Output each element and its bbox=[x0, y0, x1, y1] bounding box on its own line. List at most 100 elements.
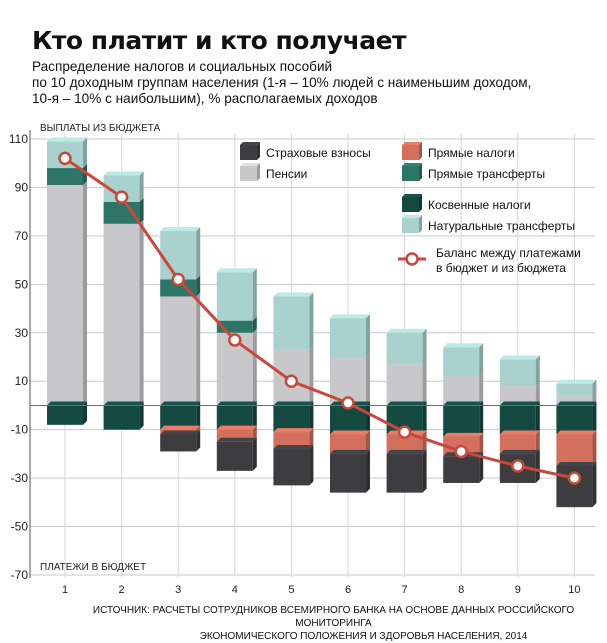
bar-segment-top bbox=[273, 292, 314, 297]
balance-point bbox=[171, 272, 185, 287]
bar-segment-face bbox=[443, 456, 480, 483]
bar-segment-face bbox=[47, 185, 83, 406]
bar-segment-side bbox=[139, 401, 144, 430]
bar-segment bbox=[443, 343, 484, 377]
legend-label: Прямые трансферты bbox=[428, 167, 545, 181]
bar-segment bbox=[273, 428, 314, 450]
legend-swatch-side bbox=[419, 163, 422, 181]
subtitle-line-2: по 10 доходным группам населения (1-я – … bbox=[32, 75, 532, 90]
bar-segment-side bbox=[479, 432, 484, 457]
bar-segment-top bbox=[499, 355, 540, 360]
bar-segment bbox=[160, 401, 201, 430]
bar-segment-face bbox=[47, 405, 83, 425]
legend-swatch bbox=[240, 166, 257, 181]
y-tick-label: -10 bbox=[11, 423, 29, 437]
bar-segment-face bbox=[273, 296, 310, 350]
legend-swatch-top bbox=[402, 194, 422, 197]
bar-segment-side bbox=[592, 430, 597, 466]
bar-segment-top bbox=[216, 268, 257, 273]
bar-segment bbox=[160, 227, 201, 280]
balance-point bbox=[567, 471, 582, 485]
bar-segment bbox=[386, 430, 427, 454]
y-tick-label: -70 bbox=[11, 568, 29, 582]
legend-swatch-top bbox=[402, 215, 422, 218]
bar-segment-side bbox=[366, 449, 370, 493]
y-tick-label: 50 bbox=[15, 277, 29, 291]
bar-segment bbox=[499, 401, 540, 435]
bar-segment bbox=[273, 445, 314, 486]
bar-segment-face bbox=[386, 453, 423, 493]
legend-item: Пенсии bbox=[240, 163, 307, 181]
bar-segment-side bbox=[83, 137, 87, 169]
legend-item: Натуральные трансферты bbox=[402, 215, 575, 233]
bar-segment-face bbox=[103, 405, 140, 430]
bar-segment bbox=[216, 268, 257, 321]
x-tick-label: 4 bbox=[232, 584, 238, 596]
bar-segment-side bbox=[592, 379, 597, 396]
y-tick-label: 110 bbox=[9, 132, 28, 146]
bar-segment-side bbox=[252, 425, 257, 442]
balance-point bbox=[58, 151, 72, 166]
bar-segment-side bbox=[366, 401, 370, 435]
source-note: ИСТОЧНИК: РАСЧЕТЫ СОТРУДНИКОВ ВСЕМИРНОГО… bbox=[0, 604, 607, 643]
bar-segment-side bbox=[479, 401, 484, 437]
subtitle-line-3: 10-я – 10% с наибольшим), % располагаемы… bbox=[32, 91, 378, 106]
bar-segment bbox=[499, 355, 540, 387]
legend-swatch-top bbox=[402, 142, 422, 145]
bar-segment-top bbox=[160, 227, 201, 232]
bar-segment bbox=[273, 292, 314, 350]
legend-item: Прямые трансферты bbox=[402, 163, 545, 181]
bar-segment bbox=[216, 401, 257, 430]
bar-segment-top bbox=[386, 328, 427, 333]
bar-segment bbox=[443, 401, 484, 437]
bar-segment-face bbox=[556, 434, 593, 466]
bar-segment-face bbox=[47, 168, 83, 186]
bar-segment-side bbox=[252, 268, 257, 321]
bar-segment-side bbox=[309, 428, 314, 450]
bar-segment-face bbox=[160, 296, 197, 406]
bar-segment-face bbox=[160, 231, 197, 280]
bar-segment-face bbox=[330, 318, 366, 357]
legend-label: Прямые налоги bbox=[428, 146, 515, 160]
bar-segment bbox=[386, 360, 427, 406]
bar-segment-face bbox=[216, 441, 253, 471]
balance-point bbox=[454, 444, 468, 459]
bar-segment-face bbox=[499, 405, 536, 435]
y-tick-label: 30 bbox=[15, 326, 29, 340]
bar-segment-side bbox=[196, 275, 201, 297]
y-tick-label: 90 bbox=[15, 180, 29, 194]
bar-segment-side bbox=[535, 430, 540, 454]
balance-point bbox=[228, 333, 242, 347]
bar-layer bbox=[47, 137, 597, 508]
legend-swatch-top bbox=[240, 163, 260, 166]
bar-segment-side bbox=[252, 316, 257, 333]
bar-segment-side bbox=[535, 355, 540, 387]
legend-label: Страховые взносы bbox=[266, 146, 371, 160]
bar-segment-face bbox=[330, 453, 366, 493]
bar-segment-side bbox=[309, 345, 314, 406]
y-tick-label: -30 bbox=[11, 471, 29, 485]
legend-label: Натуральные трансферты bbox=[428, 219, 575, 233]
bar-segment-face bbox=[499, 434, 536, 454]
bar-segment-top bbox=[556, 430, 597, 435]
top-axis-label: ВЫПЛАТЫ ИЗ БЮДЖЕТА bbox=[40, 123, 161, 134]
balance-point bbox=[511, 459, 525, 473]
bar-segment bbox=[386, 449, 427, 493]
bar-segment-side bbox=[366, 430, 370, 454]
bar-segment bbox=[160, 430, 201, 452]
bar-segment-face bbox=[556, 405, 593, 435]
bar-segment-side bbox=[83, 181, 87, 406]
legend-swatch bbox=[402, 218, 419, 233]
x-tick-label: 3 bbox=[175, 584, 181, 596]
bar-segment bbox=[103, 401, 144, 430]
bar-segment-side bbox=[83, 401, 87, 425]
bar-segment-side bbox=[535, 401, 540, 435]
bar-segment bbox=[330, 449, 370, 493]
bar-segment-top bbox=[443, 401, 484, 406]
x-tick-label: 1 bbox=[62, 584, 68, 596]
bar-segment-top bbox=[47, 137, 87, 142]
bar-segment-side bbox=[309, 401, 314, 433]
legend-item: Страховые взносы bbox=[240, 142, 371, 160]
balance-point bbox=[114, 190, 129, 204]
x-tick-label: 9 bbox=[515, 584, 521, 596]
